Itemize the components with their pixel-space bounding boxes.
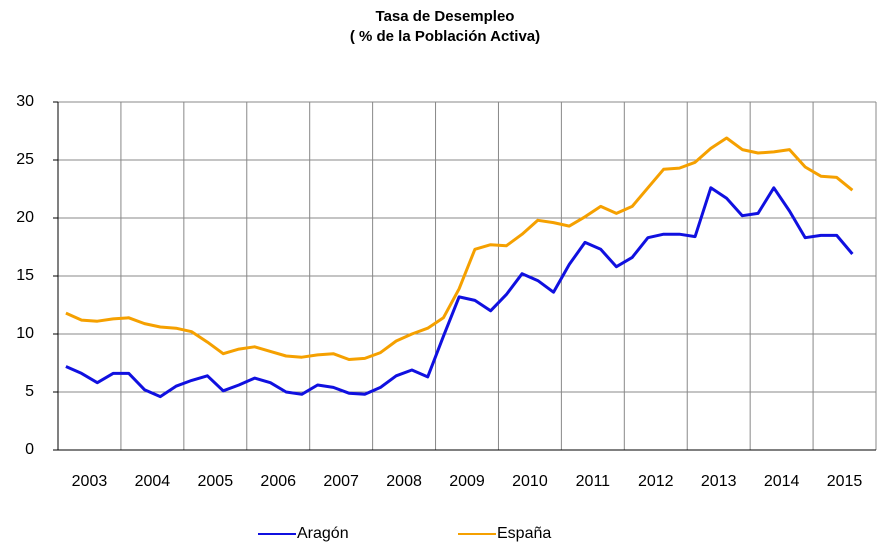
chart-title: Tasa de Desempleo <box>376 8 515 25</box>
line-series <box>65 186 854 399</box>
x-tick-label: 2011 <box>576 473 611 490</box>
x-tick-label: 2012 <box>638 473 674 490</box>
x-tick-label: 2005 <box>198 473 234 490</box>
y-tick-label: 15 <box>16 267 34 284</box>
x-tick-label: 2008 <box>386 473 422 490</box>
x-tick-label: 2007 <box>323 473 359 490</box>
chart-subtitle: ( % de la Población Activa) <box>350 28 540 45</box>
x-tick-label: 2004 <box>135 473 171 490</box>
x-tick-label: 2014 <box>764 473 800 490</box>
y-tick-label: 20 <box>16 209 34 226</box>
x-tick-label: 2013 <box>701 473 737 490</box>
x-tick-label: 2010 <box>512 473 548 490</box>
legend-label: España <box>497 525 551 542</box>
legend-label: Aragón <box>297 525 349 542</box>
y-tick-label: 30 <box>16 93 34 110</box>
y-tick-label: 25 <box>16 151 34 168</box>
x-tick-label: 2009 <box>449 473 485 490</box>
y-tick-label: 5 <box>25 383 34 400</box>
line-series <box>65 136 854 361</box>
x-tick-label: 2015 <box>827 473 863 490</box>
y-tick-label: 10 <box>16 325 34 342</box>
y-tick-label: 0 <box>25 441 34 458</box>
x-tick-label: 2003 <box>72 473 108 490</box>
x-tick-label: 2006 <box>260 473 296 490</box>
